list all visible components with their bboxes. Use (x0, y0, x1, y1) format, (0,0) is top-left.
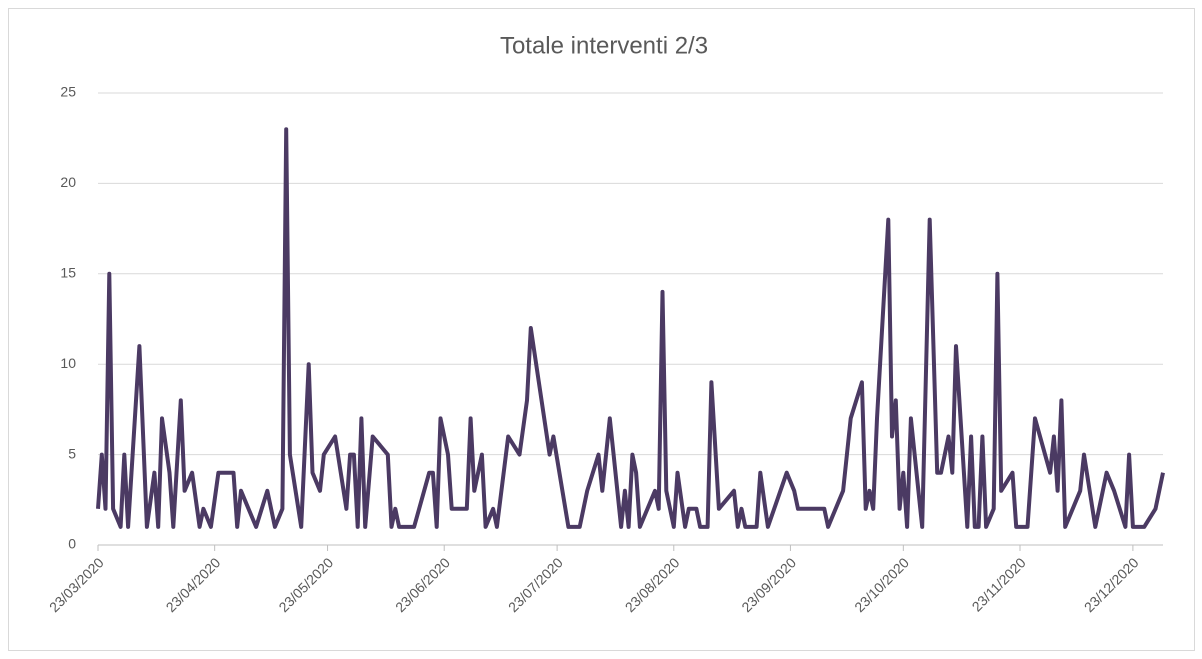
y-tick-label: 20 (60, 174, 76, 190)
y-tick-label: 0 (68, 536, 76, 552)
y-tick-label: 15 (60, 265, 76, 281)
y-tick-label: 25 (60, 84, 76, 100)
chart-title: Totale interventi 2/3 (500, 32, 708, 59)
y-tick-label: 10 (60, 355, 76, 371)
data-line (96, 127, 1165, 529)
y-tick-label: 5 (68, 445, 76, 461)
